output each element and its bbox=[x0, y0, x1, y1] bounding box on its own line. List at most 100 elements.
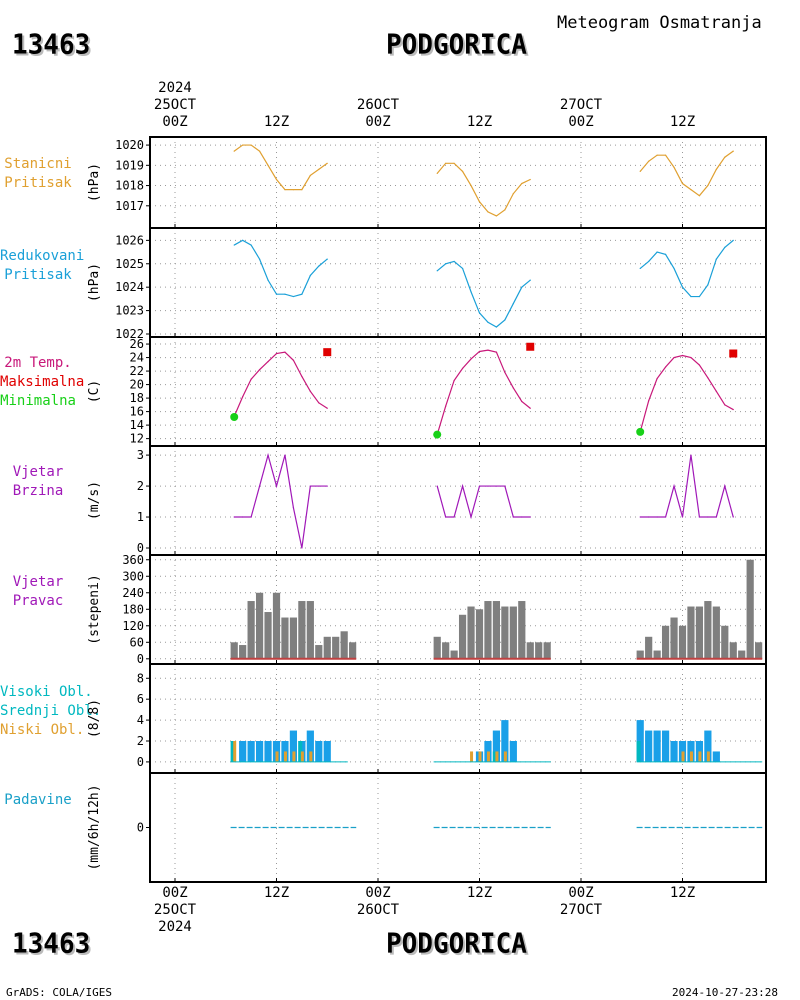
cloud-mid-bar bbox=[492, 730, 501, 762]
data-point bbox=[242, 516, 244, 518]
data-point bbox=[690, 189, 692, 191]
direction-bar bbox=[298, 601, 306, 659]
panel-frame bbox=[149, 136, 767, 229]
cloud-high-bar bbox=[298, 741, 303, 762]
time-label-line: 00Z bbox=[568, 114, 594, 130]
data-point bbox=[301, 375, 303, 378]
panel-label-reduced_pressure: Redukovani Pritisak bbox=[0, 247, 84, 285]
direction-bar bbox=[729, 642, 737, 659]
data-point bbox=[698, 516, 701, 518]
data-point bbox=[504, 485, 506, 487]
data-point bbox=[445, 516, 447, 518]
footer-credit: GrADS: COLA/IGES bbox=[6, 986, 112, 999]
panel-label-wind_speed: Vjetar Brzina bbox=[0, 463, 76, 501]
y-tick-label: 240 bbox=[122, 586, 144, 600]
data-point bbox=[521, 182, 523, 185]
station-id-top: 13463 bbox=[12, 29, 91, 61]
direction-bar bbox=[264, 612, 272, 659]
data-point bbox=[690, 295, 692, 298]
y-tick-label: 1020 bbox=[115, 138, 144, 152]
data-point bbox=[707, 377, 709, 379]
y-tick-label: 1024 bbox=[115, 280, 144, 294]
direction-bar bbox=[535, 642, 543, 659]
cloud-mid-bar bbox=[239, 741, 247, 762]
y-tick-label: 1026 bbox=[115, 233, 144, 247]
station-id-bottom: 13463 bbox=[12, 928, 91, 960]
data-point bbox=[267, 454, 269, 456]
panel-label-line: 2m Temp. bbox=[4, 355, 72, 371]
data-point bbox=[487, 349, 489, 351]
data-point bbox=[258, 150, 261, 152]
series-line bbox=[233, 239, 328, 298]
data-point bbox=[326, 162, 328, 164]
series-line bbox=[233, 144, 328, 191]
time-label-line: 12Z bbox=[669, 885, 696, 901]
panel-wind_speed: 0 1 2 3 bbox=[137, 445, 767, 556]
time-label: 00Z 26OCT bbox=[338, 885, 418, 919]
time-label: 00Z 25OCT 2024 bbox=[135, 885, 215, 936]
cloud-mid-bar bbox=[315, 741, 323, 762]
data-point bbox=[681, 354, 684, 357]
cloud-low-bar bbox=[681, 751, 685, 762]
data-point bbox=[724, 156, 726, 158]
time-label-line: 2024 bbox=[158, 919, 192, 935]
cloud-low-bar bbox=[283, 751, 287, 762]
data-point bbox=[326, 258, 328, 260]
cloud-mid-bar bbox=[670, 741, 678, 762]
data-point bbox=[512, 193, 514, 195]
data-point bbox=[681, 286, 684, 288]
y-tick-label: 180 bbox=[122, 602, 144, 616]
data-point bbox=[284, 351, 286, 353]
data-point bbox=[309, 274, 311, 277]
data-point bbox=[258, 485, 261, 487]
data-point bbox=[707, 184, 709, 187]
tmax-marker bbox=[729, 349, 738, 358]
data-point bbox=[724, 246, 726, 248]
data-point bbox=[673, 356, 675, 359]
time-label: 12Z bbox=[643, 114, 723, 131]
data-point bbox=[715, 168, 717, 170]
time-label: 27OCT 00Z bbox=[541, 97, 621, 131]
y-tick-label: 2 bbox=[137, 479, 144, 493]
direction-bar bbox=[755, 642, 763, 659]
data-point bbox=[681, 516, 684, 518]
data-point bbox=[478, 201, 481, 203]
direction-bar bbox=[695, 606, 704, 659]
series-line bbox=[436, 260, 531, 328]
y-tick-label: 360 bbox=[122, 553, 144, 567]
data-point bbox=[690, 356, 692, 359]
direction-bar bbox=[272, 592, 281, 659]
data-point bbox=[504, 209, 506, 211]
series-line bbox=[233, 351, 328, 417]
y-tick-label: 22 bbox=[130, 364, 144, 378]
data-point bbox=[656, 251, 658, 253]
direction-bar bbox=[247, 601, 255, 659]
data-point bbox=[512, 516, 514, 518]
data-point bbox=[436, 172, 438, 175]
data-point bbox=[656, 377, 658, 380]
unit-label-station_pressure: (hPa) bbox=[87, 163, 102, 202]
data-point bbox=[521, 286, 523, 288]
y-tick-label: 1025 bbox=[115, 257, 144, 271]
data-point bbox=[292, 359, 295, 361]
data-point bbox=[495, 351, 498, 353]
series-line bbox=[640, 455, 734, 518]
cloud-mid-bar bbox=[264, 741, 272, 762]
data-point bbox=[487, 211, 489, 213]
tmax-marker bbox=[323, 348, 332, 357]
direction-bar bbox=[746, 559, 754, 659]
panel-station_pressure: 1017 1018 1019 1020 bbox=[115, 136, 767, 229]
data-point bbox=[461, 485, 464, 487]
series-line bbox=[639, 150, 734, 197]
direction-bar bbox=[721, 625, 729, 659]
cloud-mid-bar bbox=[645, 730, 653, 762]
panel-label-line: Padavine bbox=[4, 792, 72, 808]
time-label-line: 12Z bbox=[263, 885, 290, 901]
panel-label-line: Pritisak bbox=[4, 267, 72, 283]
cloud-high-bar bbox=[230, 741, 235, 762]
direction-bar bbox=[653, 650, 661, 659]
data-point bbox=[318, 265, 320, 267]
direction-bar bbox=[645, 636, 653, 659]
direction-bar bbox=[332, 636, 340, 659]
